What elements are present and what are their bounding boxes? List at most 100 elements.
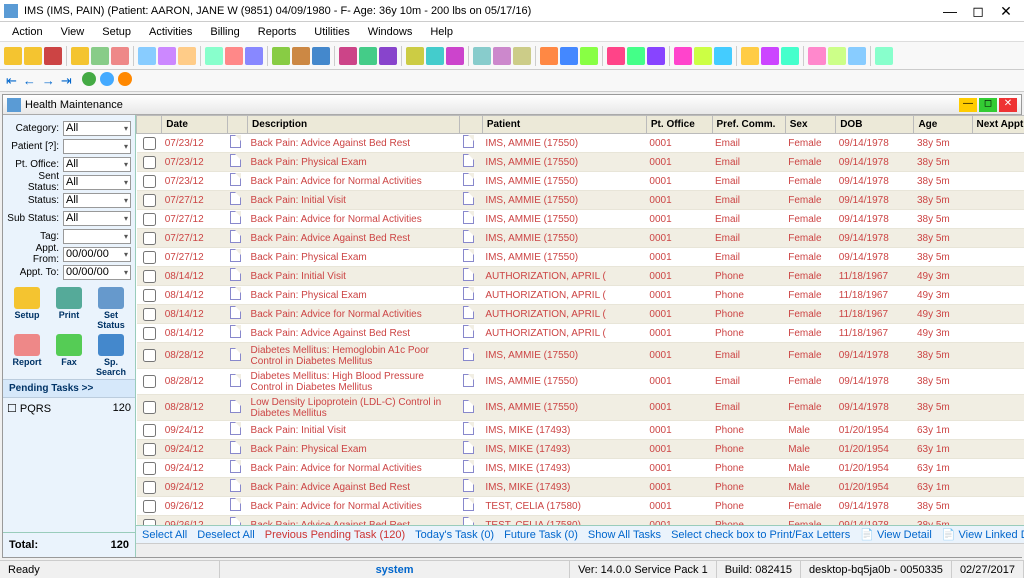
toolbar-button-16[interactable] (359, 47, 377, 65)
toolbar-button-19[interactable] (426, 47, 444, 65)
nav-first-icon[interactable]: ⇤ (6, 73, 17, 89)
toolbar-button-27[interactable] (607, 47, 625, 65)
nav-prev-icon[interactable]: ← (23, 73, 36, 88)
action-future-task-[interactable]: Future Task (0) (504, 529, 578, 541)
toolbar-button-14[interactable] (312, 47, 330, 65)
filter-input-1[interactable]: ▾ (63, 139, 131, 154)
col-blank[interactable] (137, 116, 162, 134)
toolbar-button-28[interactable] (627, 47, 645, 65)
action-deselect-all[interactable]: Deselect All (197, 529, 254, 541)
menu-setup[interactable]: Setup (94, 24, 139, 40)
table-row[interactable]: 08/14/12Back Pain: Physical ExamAUTHORIZ… (137, 286, 1024, 305)
row-checkbox[interactable] (143, 443, 156, 456)
toolbar-button-35[interactable] (781, 47, 799, 65)
toolbar-button-9[interactable] (205, 47, 223, 65)
toolbar-button-24[interactable] (540, 47, 558, 65)
menu-reports[interactable]: Reports (250, 24, 305, 40)
close-button[interactable]: ✕ (992, 2, 1020, 20)
row-checkbox[interactable] (143, 349, 156, 362)
toolbar-button-26[interactable] (580, 47, 598, 65)
menu-view[interactable]: View (53, 24, 93, 40)
side-btn-sp-search[interactable]: Sp. Search (91, 334, 131, 377)
filter-input-8[interactable]: 00/00/00▾ (63, 265, 131, 280)
menu-utilities[interactable]: Utilities (306, 24, 357, 40)
toolbar-button-11[interactable] (245, 47, 263, 65)
panel-minimize-button[interactable]: — (959, 98, 977, 112)
filter-input-7[interactable]: 00/00/00▾ (63, 247, 131, 262)
filter-input-4[interactable]: All▾ (63, 193, 131, 208)
maximize-button[interactable]: ◻ (964, 2, 992, 20)
col-DOB[interactable]: DOB (836, 116, 914, 134)
task-grid[interactable]: DateDescriptionPatientPt. OfficePref. Co… (136, 115, 1024, 525)
row-checkbox[interactable] (143, 232, 156, 245)
table-row[interactable]: 08/14/12Back Pain: Advice for Normal Act… (137, 305, 1024, 324)
row-checkbox[interactable] (143, 308, 156, 321)
filter-input-2[interactable]: All▾ (63, 157, 131, 172)
side-btn-print[interactable]: Print (49, 287, 89, 330)
action-select-all[interactable]: Select All (142, 529, 187, 541)
toolbar-button-37[interactable] (828, 47, 846, 65)
col-Sex[interactable]: Sex (785, 116, 835, 134)
row-checkbox[interactable] (143, 375, 156, 388)
table-row[interactable]: 08/28/12Diabetes Mellitus: Hemoglobin A1… (137, 343, 1024, 369)
toolbar-button-25[interactable] (560, 47, 578, 65)
nav-action-1[interactable] (100, 72, 114, 86)
nav-next-icon[interactable]: → (42, 73, 55, 88)
toolbar-button-4[interactable] (91, 47, 109, 65)
row-checkbox[interactable] (143, 500, 156, 513)
nav-action-0[interactable] (82, 72, 96, 86)
col-blank[interactable] (227, 116, 247, 134)
side-btn-set-status[interactable]: Set Status (91, 287, 131, 330)
action-select-check-box-to-prin[interactable]: Select check box to Print/Fax Letters (671, 529, 850, 541)
minimize-button[interactable]: — (936, 2, 964, 20)
toolbar-button-33[interactable] (741, 47, 759, 65)
action-show-all-tasks[interactable]: Show All Tasks (588, 529, 661, 541)
toolbar-button-12[interactable] (272, 47, 290, 65)
filter-input-3[interactable]: All▾ (63, 175, 131, 190)
toolbar-button-31[interactable] (694, 47, 712, 65)
table-row[interactable]: 07/27/12Back Pain: Advice Against Bed Re… (137, 229, 1024, 248)
toolbar-button-2[interactable] (44, 47, 62, 65)
row-checkbox[interactable] (143, 327, 156, 340)
table-row[interactable]: 09/24/12Back Pain: Advice for Normal Act… (137, 459, 1024, 478)
horizontal-scrollbar[interactable] (136, 543, 1024, 557)
row-checkbox[interactable] (143, 175, 156, 188)
col-Age[interactable]: Age (914, 116, 972, 134)
row-checkbox[interactable] (143, 424, 156, 437)
side-btn-fax[interactable]: Fax (49, 334, 89, 377)
menu-billing[interactable]: Billing (202, 24, 247, 40)
table-row[interactable]: 09/24/12Back Pain: Advice Against Bed Re… (137, 478, 1024, 497)
col-blank[interactable] (460, 116, 483, 134)
col-Next Appt.[interactable]: Next Appt. (972, 116, 1024, 134)
table-row[interactable]: 09/26/12Back Pain: Advice for Normal Act… (137, 497, 1024, 516)
table-row[interactable]: 07/23/12Back Pain: Advice for Normal Act… (137, 172, 1024, 191)
action-today-s-task-[interactable]: Today's Task (0) (415, 529, 494, 541)
row-checkbox[interactable] (143, 401, 156, 414)
toolbar-button-0[interactable] (4, 47, 22, 65)
row-checkbox[interactable] (143, 481, 156, 494)
table-row[interactable]: 09/26/12Back Pain: Advice Against Bed Re… (137, 516, 1024, 526)
toolbar-button-10[interactable] (225, 47, 243, 65)
menu-activities[interactable]: Activities (141, 24, 200, 40)
toolbar-button-3[interactable] (71, 47, 89, 65)
table-row[interactable]: 07/23/12Back Pain: Physical ExamIMS, AMM… (137, 153, 1024, 172)
toolbar-button-36[interactable] (808, 47, 826, 65)
toolbar-button-32[interactable] (714, 47, 732, 65)
action--view-detail[interactable]: 📄 View Detail (860, 528, 932, 541)
toolbar-button-15[interactable] (339, 47, 357, 65)
col-Patient[interactable]: Patient (482, 116, 646, 134)
toolbar-button-18[interactable] (406, 47, 424, 65)
panel-maximize-button[interactable]: ◻ (979, 98, 997, 112)
row-checkbox[interactable] (143, 156, 156, 169)
toolbar-button-30[interactable] (674, 47, 692, 65)
action--view-linked-document[interactable]: 📄 View Linked Document (942, 528, 1024, 541)
toolbar-button-22[interactable] (493, 47, 511, 65)
toolbar-button-7[interactable] (158, 47, 176, 65)
row-checkbox[interactable] (143, 251, 156, 264)
toolbar-button-29[interactable] (647, 47, 665, 65)
toolbar-button-17[interactable] (379, 47, 397, 65)
pending-task-item[interactable]: ☐ PQRS120 (7, 402, 131, 415)
toolbar-button-13[interactable] (292, 47, 310, 65)
filter-input-0[interactable]: All▾ (63, 121, 131, 136)
table-row[interactable]: 08/14/12Back Pain: Initial VisitAUTHORIZ… (137, 267, 1024, 286)
